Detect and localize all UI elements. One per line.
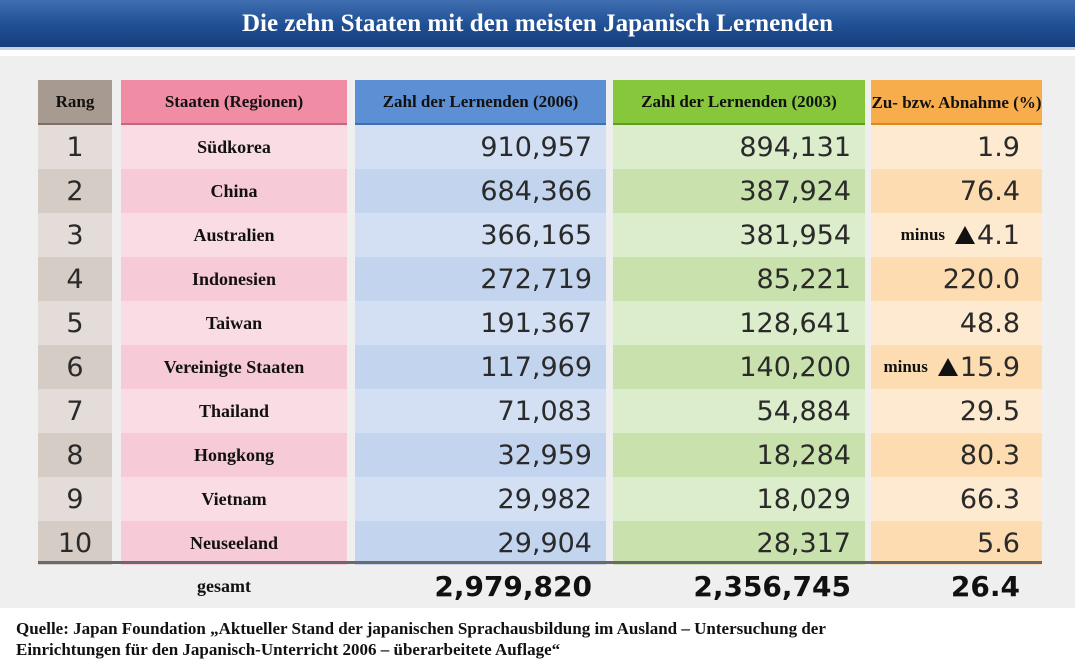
country-cell: Australien xyxy=(121,213,347,257)
change-value: 220.0 xyxy=(942,263,1020,295)
total-change: 26.4 xyxy=(950,569,1020,603)
table-row: 8 Hongkong 32,959 18,284 80.3 xyxy=(0,433,1075,477)
table-row: 5 Taiwan 191,367 128,641 48.8 xyxy=(0,301,1075,345)
count-2003-cell: 128,641 xyxy=(613,301,865,345)
header-count-2006: Zahl der Lernenden (2006) xyxy=(355,80,606,125)
decrease-triangle-icon xyxy=(955,226,976,244)
rank-cell: 5 xyxy=(38,301,112,345)
change-cell: 48.8 xyxy=(871,301,1042,345)
country-cell: Thailand xyxy=(121,389,347,433)
table-row: 6 Vereinigte Staaten 117,969 140,200 minus 15… xyxy=(0,345,1075,389)
header-count-2003: Zahl der Lernenden (2003) xyxy=(613,80,865,125)
change-cell: 29.5 xyxy=(871,389,1042,433)
change-cell: 5.6 xyxy=(871,521,1042,565)
count-2006-cell: 71,083 xyxy=(355,389,606,433)
count-2003-cell: 140,200 xyxy=(613,345,865,389)
table-row: 4 Indonesien 272,719 85,221 220.0 xyxy=(0,257,1075,301)
page-title: Die zehn Staaten mit den meisten Japanis… xyxy=(242,9,833,37)
rank-cell: 4 xyxy=(38,257,112,301)
change-cell: minus 4.1 xyxy=(871,213,1042,257)
rank-cell: 2 xyxy=(38,169,112,213)
source-note: Quelle: Japan Foundation „Aktueller Stan… xyxy=(16,618,1066,660)
change-cell: 1.9 xyxy=(871,125,1042,169)
count-2003-cell: 54,884 xyxy=(613,389,865,433)
minus-label: minus xyxy=(900,225,946,244)
count-2006-cell: 29,982 xyxy=(355,477,606,521)
count-2006-cell: 684,366 xyxy=(355,169,606,213)
rank-cell: 1 xyxy=(38,125,112,169)
count-2006-cell: 366,165 xyxy=(355,213,606,257)
country-cell: Indonesien xyxy=(121,257,347,301)
title-bar: Die zehn Staaten mit den meisten Japanis… xyxy=(0,0,1075,50)
count-2003-cell: 85,221 xyxy=(613,257,865,301)
source-line-1: Quelle: Japan Foundation „Aktueller Stan… xyxy=(16,619,826,638)
change-cell: 220.0 xyxy=(871,257,1042,301)
total-label: gesamt xyxy=(197,575,251,596)
total-count-2003: 2,356,745 xyxy=(693,569,851,603)
change-value: 5.6 xyxy=(977,527,1020,559)
country-cell: Vietnam xyxy=(121,477,347,521)
table-row: 1 Südkorea 910,957 894,131 1.9 xyxy=(0,125,1075,169)
country-cell: Südkorea xyxy=(121,125,347,169)
change-cell: 66.3 xyxy=(871,477,1042,521)
rank-cell: 6 xyxy=(38,345,112,389)
header-change: Zu- bzw. Abnahme (%) xyxy=(871,80,1042,125)
change-value: 1.9 xyxy=(977,131,1020,163)
table-row: 7 Thailand 71,083 54,884 29.5 xyxy=(0,389,1075,433)
table-row: 10 Neuseeland 29,904 28,317 5.6 xyxy=(0,521,1075,565)
decrease-triangle-icon xyxy=(937,358,958,376)
table-row: 2 China 684,366 387,924 76.4 xyxy=(0,169,1075,213)
count-2006-cell: 29,904 xyxy=(355,521,606,565)
table-bottom-rule xyxy=(38,561,1042,564)
change-value: 15.9 xyxy=(959,351,1020,383)
change-value: 29.5 xyxy=(959,395,1020,427)
rank-cell: 10 xyxy=(38,521,112,565)
change-cell: 80.3 xyxy=(871,433,1042,477)
rank-cell: 8 xyxy=(38,433,112,477)
count-2006-cell: 117,969 xyxy=(355,345,606,389)
count-2003-cell: 28,317 xyxy=(613,521,865,565)
change-cell: 76.4 xyxy=(871,169,1042,213)
country-cell: China xyxy=(121,169,347,213)
change-value: 48.8 xyxy=(959,307,1020,339)
count-2003-cell: 18,284 xyxy=(613,433,865,477)
count-2006-cell: 272,719 xyxy=(355,257,606,301)
rank-cell: 3 xyxy=(38,213,112,257)
count-2003-cell: 18,029 xyxy=(613,477,865,521)
country-cell: Vereinigte Staaten xyxy=(121,345,347,389)
count-2003-cell: 387,924 xyxy=(613,169,865,213)
count-2006-cell: 910,957 xyxy=(355,125,606,169)
source-line-2: Einrichtungen für den Japanisch-Unterric… xyxy=(16,640,561,659)
change-value: 66.3 xyxy=(959,483,1020,515)
minus-label: minus xyxy=(883,357,928,376)
change-value: 80.3 xyxy=(959,439,1020,471)
country-cell: Taiwan xyxy=(121,301,347,345)
count-2003-cell: 381,954 xyxy=(613,213,865,257)
country-cell: Hongkong xyxy=(121,433,347,477)
count-2006-cell: 32,959 xyxy=(355,433,606,477)
count-2006-cell: 191,367 xyxy=(355,301,606,345)
country-cell: Neuseeland xyxy=(121,521,347,565)
header-country: Staaten (Regionen) xyxy=(121,80,347,125)
count-2003-cell: 894,131 xyxy=(613,125,865,169)
total-count-2006: 2,979,820 xyxy=(434,569,592,603)
table-row: 9 Vietnam 29,982 18,029 66.3 xyxy=(0,477,1075,521)
change-value: 4.1 xyxy=(977,219,1020,251)
change-value: 76.4 xyxy=(959,175,1020,207)
table-row: 3 Australien 366,165 381,954 minus 4.1 xyxy=(0,213,1075,257)
header-rank: Rang xyxy=(38,80,112,125)
rank-cell: 7 xyxy=(38,389,112,433)
change-cell: minus 15.9 xyxy=(871,345,1042,389)
rank-cell: 9 xyxy=(38,477,112,521)
total-row: gesamt 2,979,820 2,356,745 26.4 xyxy=(0,564,1075,608)
